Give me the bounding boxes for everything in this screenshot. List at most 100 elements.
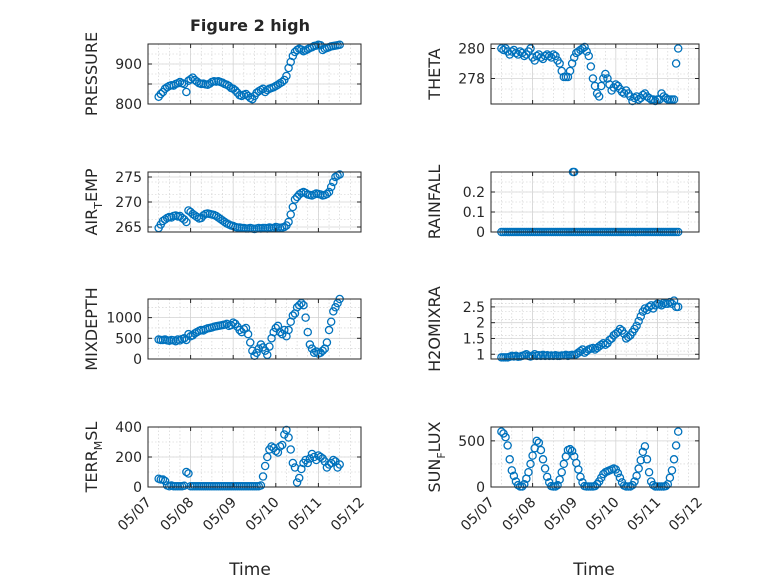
- data-point: [312, 347, 321, 356]
- axis-frame: [147, 43, 362, 105]
- data-point: [258, 472, 268, 481]
- data-point: [582, 47, 591, 56]
- data-point: [565, 66, 575, 76]
- data-series: [154, 40, 344, 104]
- data-point: [669, 95, 679, 104]
- data-point: [303, 327, 312, 337]
- y-tick-label: 0: [133, 352, 142, 368]
- data-point: [288, 458, 298, 468]
- data-point: [665, 473, 675, 483]
- data-point: [555, 59, 564, 68]
- axis-frame: [490, 426, 700, 488]
- data-point: [256, 481, 266, 490]
- data-point: [530, 350, 539, 359]
- data-point: [576, 472, 585, 482]
- data-point: [584, 51, 594, 61]
- data-point: [282, 71, 291, 81]
- y-tick-label: 280: [458, 42, 485, 58]
- data-point: [324, 187, 334, 197]
- data-point: [634, 464, 643, 473]
- data-point: [167, 213, 176, 222]
- data-point: [599, 74, 608, 83]
- data-point: [640, 442, 650, 451]
- data-point: [526, 44, 535, 53]
- data-point: [184, 329, 193, 339]
- data-point: [520, 51, 529, 61]
- data-point: [555, 475, 564, 484]
- data-point: [179, 215, 189, 224]
- data-point: [549, 50, 558, 59]
- data-point: [294, 473, 304, 483]
- data-point: [596, 81, 606, 91]
- y-tick-label: 400: [115, 420, 142, 436]
- data-point: [540, 464, 550, 473]
- data-point: [252, 348, 261, 358]
- data-point: [588, 74, 598, 83]
- data-point: [179, 481, 189, 491]
- data-point: [305, 340, 315, 349]
- data-point: [265, 342, 274, 351]
- plot-area: [490, 298, 700, 360]
- data-point: [601, 340, 610, 350]
- data-point: [580, 42, 589, 52]
- data-point: [505, 455, 514, 464]
- data-point: [301, 313, 310, 322]
- subplot-mixdepth: 0 500 1000 MIXDEPTH: [82, 287, 362, 371]
- data-point: [544, 51, 554, 61]
- data-point: [615, 324, 625, 334]
- y-tick-label: 2: [476, 316, 485, 332]
- plot-area: [490, 171, 700, 233]
- data-point: [335, 40, 344, 50]
- data-point: [624, 332, 633, 342]
- data-point: [269, 327, 278, 337]
- y-axis-label: AIRTEMP: [82, 168, 105, 235]
- y-tick-label: 200: [115, 450, 142, 466]
- data-point: [551, 51, 560, 61]
- data-point: [644, 467, 654, 477]
- y-tick-label: 0.2: [463, 185, 485, 201]
- data-point: [601, 69, 610, 79]
- data-point: [507, 466, 517, 475]
- data-point: [524, 467, 533, 477]
- y-axis-label: TERRMSL: [82, 422, 105, 494]
- data-point: [617, 87, 627, 97]
- data-point: [335, 460, 344, 469]
- figure-title: Figure 2 high: [190, 16, 310, 35]
- data-point: [661, 93, 670, 103]
- data-point: [528, 451, 537, 460]
- data-point: [569, 53, 579, 62]
- data-point: [513, 480, 523, 490]
- y-tick-label: 0: [476, 480, 485, 496]
- data-series: [154, 170, 344, 234]
- data-point: [671, 59, 681, 68]
- data-point: [596, 340, 606, 350]
- data-point: [286, 210, 295, 219]
- data-point: [499, 45, 508, 55]
- y-tick-label: 500: [115, 331, 142, 347]
- data-point: [536, 445, 546, 455]
- data-point: [651, 301, 660, 310]
- y-tick-label: 2.5: [463, 300, 485, 316]
- data-point: [534, 438, 544, 447]
- data-point: [277, 329, 287, 339]
- y-tick-label: 500: [458, 434, 485, 450]
- data-point: [669, 455, 679, 464]
- data-point: [288, 311, 298, 320]
- data-point: [329, 455, 338, 465]
- data-point: [661, 481, 670, 491]
- data-point: [611, 80, 621, 89]
- data-point: [540, 51, 550, 61]
- data-point: [542, 472, 552, 482]
- data-point: [576, 346, 585, 356]
- data-point: [522, 350, 531, 359]
- data-point: [303, 458, 312, 468]
- data-point: [182, 87, 191, 97]
- data-point: [634, 316, 643, 326]
- data-point: [263, 350, 272, 360]
- data-point: [158, 475, 168, 484]
- data-point: [263, 452, 272, 462]
- data-point: [538, 455, 548, 464]
- y-tick-label: 275: [115, 170, 142, 186]
- data-point: [526, 459, 535, 469]
